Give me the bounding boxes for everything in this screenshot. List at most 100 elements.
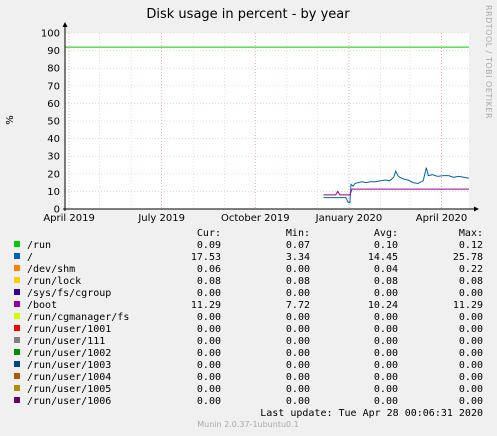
y-tick-label: 0 [54,205,60,216]
legend-swatch [14,277,20,283]
series-line-boot [323,188,469,196]
legend-value-cur: 0.00 [197,288,221,299]
grid [65,32,469,209]
legend-value-cur: 0.00 [197,372,221,383]
legend-value-min: 0.00 [286,372,310,383]
legend-value-min: 7.72 [286,300,310,311]
legend-header-max: Max: [459,228,483,239]
legend-swatch [14,253,20,259]
legend-value-max: 0.00 [459,336,483,347]
legend-value-avg: 14.45 [368,252,398,263]
legend-value-cur: 0.00 [197,360,221,371]
legend-value-cur: 0.00 [197,336,221,347]
legend-swatch [14,385,20,391]
legend-value-min: 0.00 [286,360,310,371]
legend-swatch [14,373,20,379]
chart-title: Disk usage in percent - by year [146,7,350,22]
legend-value-min: 0.00 [286,288,310,299]
legend-series-name: /run/user/1002 [27,348,111,359]
legend-value-avg: 0.08 [374,276,398,287]
legend-series-name: /dev/shm [27,264,75,275]
legend-value-avg: 0.00 [374,396,398,407]
y-tick-label: 20 [47,169,60,180]
legend-value-avg: 0.00 [374,312,398,323]
x-tick-label: April 2020 [416,213,467,224]
legend-swatch [14,241,20,247]
legend-value-avg: 0.00 [374,360,398,371]
legend-value-cur: 11.29 [191,300,221,311]
y-tick-label: 60 [47,99,60,110]
legend-series-name: /run/user/1001 [27,324,111,335]
legend-value-min: 0.00 [286,336,310,347]
legend-swatch [14,349,20,355]
legend-value-min: 0.00 [286,312,310,323]
series-lines [65,46,470,204]
x-tick-label: April 2019 [43,213,94,224]
legend-value-cur: 0.06 [197,264,221,275]
legend-swatch [14,397,20,403]
legend-swatch [14,289,20,295]
legend-value-avg: 0.00 [374,384,398,395]
legend-swatch [14,265,20,271]
legend-value-max: 0.22 [459,264,483,275]
legend-value-min: 0.08 [286,276,310,287]
x-tick-label: July 2019 [137,213,185,224]
legend-value-avg: 0.00 [374,348,398,359]
legend-value-avg: 0.00 [374,288,398,299]
last-update: Last update: Tue Apr 28 00:06:31 2020 [260,408,483,419]
legend-value-max: 0.00 [459,324,483,335]
legend-series-name: / [27,252,33,263]
legend-value-max: 0.00 [459,360,483,371]
legend-value-cur: 0.00 [197,324,221,335]
legend-value-avg: 0.00 [374,372,398,383]
y-tick-label: 40 [47,134,60,145]
legend-series-name: /run/user/111 [27,336,105,347]
x-tick-label: October 2019 [221,213,290,224]
y-axis-label: % [5,115,16,125]
legend-value-cur: 0.00 [197,384,221,395]
legend-series-name: /run/user/1006 [27,396,111,407]
y-tick-label: 30 [47,152,60,163]
legend-value-cur: 0.00 [197,312,221,323]
legend-value-min: 3.34 [286,252,310,263]
legend-value-max: 0.08 [459,276,483,287]
legend-header-avg: Avg: [374,228,398,239]
legend-value-cur: 0.08 [197,276,221,287]
legend-series-name: /run/cgmanager/fs [27,312,129,323]
legend-swatch [14,325,20,331]
legend-header-cur: Cur: [197,228,221,239]
axes: 0 10 20 30 40 50 60 70 80 90 100 April 2019 July 201… [41,22,479,224]
y-tick-label: 70 [47,81,60,92]
legend-swatch [14,337,20,343]
y-tick-label: 80 [47,64,60,75]
legend-value-max: 0.00 [459,312,483,323]
x-tick-label: January 2020 [315,213,383,224]
legend-value-avg: 0.00 [374,324,398,335]
legend-series-name: /boot [27,300,57,311]
legend-series-name: /sys/fs/cgroup [27,288,111,299]
legend-value-max: 0.00 [459,288,483,299]
legend-value-min: 0.00 [286,384,310,395]
legend-value-cur: 0.09 [197,240,221,251]
legend: Cur: Min: Avg: Max: /run 0.09 0.07 0.10 0.12 / 17.… [14,228,483,407]
legend-value-cur: 0.00 [197,348,221,359]
legend-series-name: /run/user/1004 [27,372,111,383]
legend-value-max: 0.00 [459,384,483,395]
legend-value-avg: 0.04 [374,264,398,275]
legend-value-max: 25.78 [453,252,483,263]
munin-version: Munin 2.0.37-1ubuntu0.1 [197,420,299,429]
legend-series-name: /run [27,240,51,251]
rrdtool-credit: RRDTOOL / TOBI OETIKER [484,5,493,119]
legend-value-avg: 0.00 [374,336,398,347]
legend-series-name: /run/lock [27,276,81,287]
y-tick-label: 10 [47,187,60,198]
legend-value-min: 0.00 [286,348,310,359]
legend-value-max: 0.12 [459,240,483,251]
legend-series-name: /run/user/1003 [27,360,111,371]
legend-value-cur: 0.00 [197,396,221,407]
legend-swatch [14,301,20,307]
y-axis-arrow [62,22,68,27]
legend-value-avg: 0.10 [374,240,398,251]
y-tick-label: 50 [47,117,60,128]
y-tick-label: 100 [41,29,60,40]
